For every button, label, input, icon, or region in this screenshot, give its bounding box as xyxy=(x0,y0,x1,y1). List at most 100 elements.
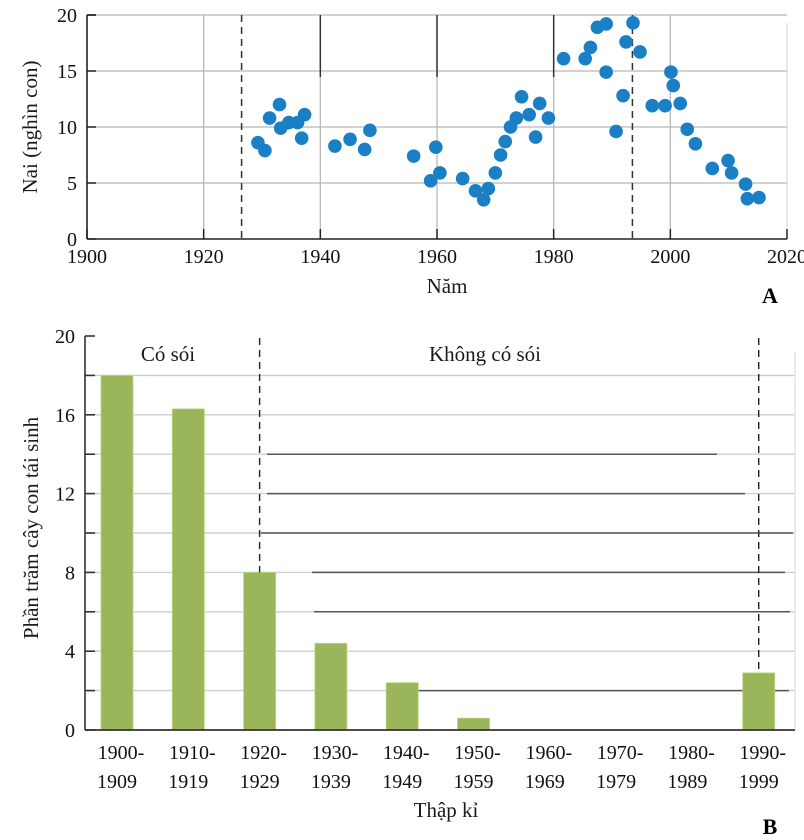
chart-b-x-tick-label-line2: 1999 xyxy=(739,771,779,793)
chart-a-data-point xyxy=(688,137,703,151)
chart-a-reference-lines xyxy=(240,15,634,239)
chart-b-x-tick-label-line2: 1969 xyxy=(525,771,565,793)
chart-b-y-tick-label: 16 xyxy=(55,405,75,427)
chart-a-data-point xyxy=(429,140,443,154)
chart-a-y-axis-title: Nai (nghìn con) xyxy=(18,61,42,194)
chart-a-data-point xyxy=(680,122,695,137)
chart-b-x-tick-label-line1: 1910- xyxy=(169,742,216,764)
chart-a-gridlines xyxy=(87,14,788,239)
chart-a-deer-population: 1900 1920 1940 1960 1980 2000 2020 0 5 10 15 20 Nă… xyxy=(18,5,804,308)
chart-a-data-point xyxy=(578,51,592,66)
chart-a-data-point xyxy=(673,96,688,111)
chart-b-y-tick-label: 20 xyxy=(55,326,75,348)
chart-b-x-tick-label-line2: 1939 xyxy=(311,771,351,793)
chart-b-bar xyxy=(457,717,490,731)
chart-a-data-point xyxy=(357,142,372,157)
region-label-with-wolves: Có sói xyxy=(141,342,195,366)
chart-b-x-tick-label-line2: 1959 xyxy=(454,771,494,793)
chart-a-data-point xyxy=(522,107,536,122)
chart-a-data-point xyxy=(532,96,547,111)
chart-a-data-point xyxy=(297,107,312,122)
chart-a-x-tick-label: 1920 xyxy=(184,246,224,268)
chart-a-data-point xyxy=(664,65,678,79)
chart-b-x-tick-label-line1: 1970- xyxy=(597,742,644,764)
chart-a-data-point xyxy=(528,130,543,144)
chart-a-x-tick-label: 1960 xyxy=(417,246,457,268)
chart-b-x-tick-label-line2: 1929 xyxy=(240,771,280,793)
chart-b-x-tick-label-line2: 1979 xyxy=(596,771,636,793)
chart-a-data-point xyxy=(721,153,735,168)
chart-b-x-tick-label-line1: 1980- xyxy=(668,742,715,764)
chart-b-x-tick-label-line1: 1930- xyxy=(312,742,359,764)
chart-b-x-tick-label-line2: 1909 xyxy=(97,771,137,793)
chart-b-bar xyxy=(171,408,205,731)
chart-a-data-point xyxy=(705,161,720,176)
chart-a-data-point xyxy=(493,148,508,162)
chart-a-data-point xyxy=(294,131,309,145)
panel-label-b: B xyxy=(763,814,778,839)
chart-b-x-tick-label-line1: 1950- xyxy=(454,742,501,764)
chart-a-x-tick-label: 2020 xyxy=(767,246,804,268)
chart-a-y-tick-label: 10 xyxy=(57,117,77,139)
chart-a-data-point xyxy=(258,143,272,158)
chart-b-bar xyxy=(385,682,419,731)
chart-b-bar xyxy=(742,672,776,731)
chart-a-x-tick-label: 1940 xyxy=(300,246,340,268)
chart-a-data-point xyxy=(498,134,513,149)
chart-a-data-point xyxy=(556,51,571,66)
chart-b-x-tick-label-line1: 1900- xyxy=(98,742,145,764)
chart-a-data-point xyxy=(488,166,503,180)
chart-b-y-tick-label: 0 xyxy=(65,720,75,742)
chart-a-data-point xyxy=(599,17,613,31)
chart-a-data-point xyxy=(666,78,681,93)
chart-b-bar xyxy=(243,572,277,731)
chart-a-data-point xyxy=(626,16,640,30)
chart-b-x-tick-label-line2: 1989 xyxy=(667,771,707,793)
chart-b-x-axis-title: Thập kỉ xyxy=(414,798,479,822)
chart-a-data-point xyxy=(724,166,739,180)
chart-b-bars xyxy=(100,374,776,731)
chart-a-data-point xyxy=(645,98,660,113)
chart-b-y-axis-title: Phần trăm cây con tái sinh xyxy=(19,416,43,639)
chart-b-x-tick-label-line1: 1960- xyxy=(525,742,572,764)
chart-a-data-point xyxy=(738,177,753,191)
chart-a-data-point xyxy=(272,97,287,112)
chart-a-y-tick-label: 5 xyxy=(67,173,77,195)
chart-a-data-point xyxy=(468,184,483,198)
chart-b-bar xyxy=(100,374,134,731)
region-label-without-wolves: Không có sói xyxy=(429,342,541,366)
chart-a-data-point xyxy=(455,171,470,186)
chart-b-x-tick-label-line1: 1940- xyxy=(383,742,430,764)
chart-a-data-point xyxy=(752,190,766,205)
chart-a-data-point xyxy=(423,173,438,188)
chart-a-data-point xyxy=(619,35,633,49)
chart-a-data-point xyxy=(658,98,672,113)
chart-a-data-point xyxy=(328,139,342,153)
chart-a-data-point xyxy=(406,149,421,163)
chart-b-bar xyxy=(314,642,348,731)
chart-a-x-tick-label: 2000 xyxy=(650,246,690,268)
chart-b-y-tick-label: 4 xyxy=(65,641,75,663)
chart-a-data-point xyxy=(599,65,613,79)
chart-a-data-point xyxy=(514,89,529,104)
chart-a-points xyxy=(251,16,766,207)
chart-a-y-tick-label: 0 xyxy=(67,229,77,251)
chart-a-x-tick-labels: 1900 1920 1940 1960 1980 2000 2020 xyxy=(67,246,804,268)
chart-a-axes xyxy=(86,14,788,240)
chart-a-data-point xyxy=(609,124,623,139)
chart-a-data-point xyxy=(509,111,524,125)
chart-a-y-tick-labels: 0 5 10 15 20 xyxy=(57,5,77,251)
chart-b-axes xyxy=(84,335,795,731)
chart-b-x-tick-label-line1: 1990- xyxy=(739,742,786,764)
chart-a-y-tick-label: 15 xyxy=(57,61,77,83)
chart-b-y-tick-label: 12 xyxy=(55,484,75,506)
chart-b-divider-lines xyxy=(258,338,760,673)
chart-a-data-point xyxy=(633,45,647,59)
chart-a-x-tick-label: 1900 xyxy=(67,246,107,268)
chart-a-y-tick-label: 20 xyxy=(57,5,77,27)
chart-b-x-tick-label-line2: 1949 xyxy=(382,771,422,793)
chart-a-x-tick-label: 1980 xyxy=(534,246,574,268)
chart-a-data-point xyxy=(616,88,630,103)
chart-a-data-point xyxy=(363,123,377,138)
